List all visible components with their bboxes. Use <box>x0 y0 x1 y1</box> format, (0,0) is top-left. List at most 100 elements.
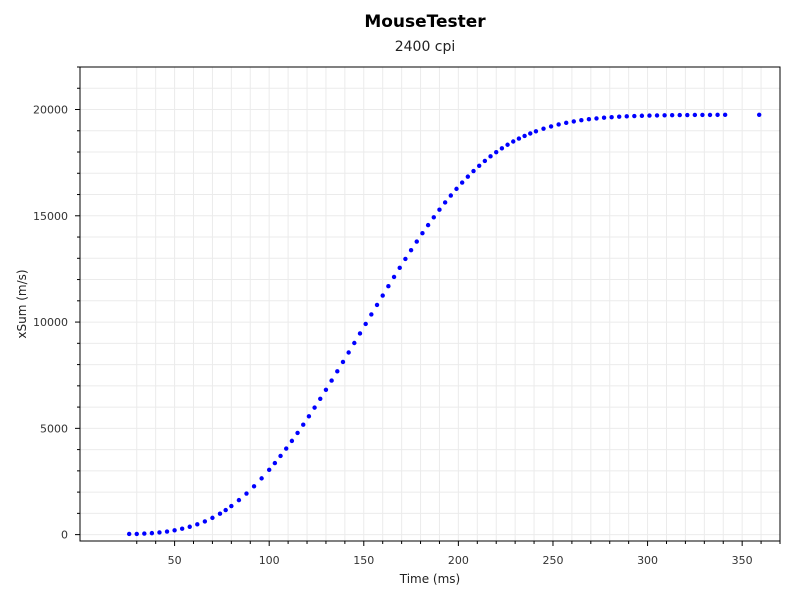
data-point <box>289 438 295 444</box>
data-point <box>195 522 200 527</box>
y-tick-label: 15000 <box>33 210 68 223</box>
data-point <box>505 142 510 147</box>
data-point <box>601 115 607 120</box>
data-point <box>335 369 340 374</box>
data-point <box>251 484 257 489</box>
data-point <box>329 378 334 383</box>
data-point <box>533 129 539 134</box>
data-point <box>465 174 471 179</box>
data-point <box>677 112 682 118</box>
data-point <box>541 126 546 131</box>
data-point <box>229 503 234 509</box>
data-point <box>522 133 527 139</box>
data-point <box>756 112 762 118</box>
data-point <box>482 158 488 164</box>
data-point <box>397 265 402 271</box>
data-point <box>624 114 629 119</box>
data-point <box>278 453 283 459</box>
data-point <box>266 467 272 473</box>
data-point <box>357 331 363 336</box>
data-point <box>380 293 385 298</box>
x-tick-label: 50 <box>168 554 182 567</box>
data-point <box>306 414 312 419</box>
data-point <box>210 515 215 521</box>
x-tick-label: 200 <box>448 554 469 567</box>
data-point <box>511 139 516 144</box>
data-points <box>126 112 762 537</box>
x-axis-label: Time (ms) <box>399 572 461 586</box>
data-point <box>437 207 442 212</box>
x-tick-label: 350 <box>732 554 753 567</box>
data-point <box>471 168 476 174</box>
data-point <box>157 530 162 535</box>
data-point <box>586 117 592 122</box>
data-point <box>669 112 675 118</box>
data-point <box>528 131 533 136</box>
data-point <box>244 491 249 496</box>
data-point <box>134 531 139 537</box>
data-point <box>408 247 414 253</box>
data-point <box>594 116 599 121</box>
x-axis: 50 100 150 200 250 300 350 <box>136 541 781 567</box>
data-point <box>236 497 242 503</box>
data-point <box>662 113 667 118</box>
data-point <box>494 149 499 155</box>
chart-title: MouseTester <box>364 12 486 32</box>
data-point <box>318 396 323 401</box>
data-point <box>692 112 698 118</box>
data-point <box>374 302 380 308</box>
data-point <box>187 524 192 529</box>
data-point <box>369 312 374 317</box>
x-tick-label: 300 <box>637 554 658 567</box>
y-axis-label: xSum (m/s) <box>15 269 29 338</box>
data-point <box>459 180 465 185</box>
data-point <box>340 359 346 365</box>
data-point <box>488 154 493 159</box>
data-point <box>431 215 436 220</box>
data-point <box>616 114 622 119</box>
data-point <box>386 283 391 289</box>
data-point <box>164 529 170 534</box>
grid <box>80 66 781 541</box>
x-tick-label: 150 <box>353 554 374 567</box>
data-point <box>579 118 584 123</box>
data-point <box>312 405 317 410</box>
data-point <box>295 430 300 436</box>
data-point <box>425 222 431 228</box>
data-point <box>442 200 448 205</box>
y-tick-label: 5000 <box>40 422 68 435</box>
x-tick-label: 250 <box>542 554 563 567</box>
data-point <box>363 321 368 327</box>
data-point <box>172 528 177 533</box>
data-point <box>685 112 690 118</box>
data-point <box>301 422 306 427</box>
data-point <box>403 256 408 262</box>
y-axis: 0 5000 10000 15000 20000 <box>33 66 80 542</box>
data-point <box>722 112 728 118</box>
data-point <box>654 113 660 118</box>
data-point <box>564 120 569 126</box>
data-point <box>223 507 228 513</box>
data-point <box>272 460 278 466</box>
plot-area <box>79 66 781 542</box>
data-point <box>639 113 645 118</box>
data-point <box>499 146 505 151</box>
y-tick-label: 0 <box>61 529 68 542</box>
data-point <box>142 531 147 536</box>
data-point <box>217 511 223 516</box>
data-point <box>548 124 554 129</box>
data-point <box>259 476 264 481</box>
data-point <box>556 122 561 127</box>
y-tick-label: 10000 <box>33 316 68 329</box>
data-point <box>284 446 289 451</box>
data-point <box>149 530 155 536</box>
y-tick-label: 20000 <box>33 104 68 117</box>
x-tick-label: 100 <box>259 554 280 567</box>
data-point <box>126 531 132 537</box>
data-point <box>202 519 208 524</box>
data-point <box>346 350 351 355</box>
data-point <box>632 113 637 119</box>
data-point <box>609 114 614 120</box>
data-point <box>516 136 522 141</box>
chart-subtitle: 2400 cpi <box>395 39 456 55</box>
